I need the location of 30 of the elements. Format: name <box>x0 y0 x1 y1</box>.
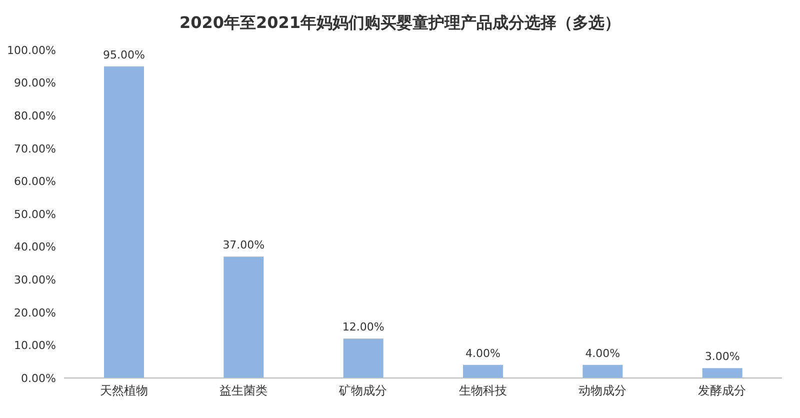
bar <box>343 338 384 378</box>
bar <box>224 256 264 378</box>
x-tick-label: 天然植物 <box>100 384 148 398</box>
y-tick-label: 80.00% <box>14 110 56 123</box>
chart-title: 2020年至2021年妈妈们购买婴童护理产品成分选择（多选） <box>178 12 622 34</box>
data-label: 4.00% <box>466 346 500 360</box>
y-tick-label: 30.00% <box>14 274 56 287</box>
data-label: 4.00% <box>585 346 620 360</box>
y-tick-label: 70.00% <box>14 142 56 156</box>
bar <box>104 66 144 378</box>
x-tick-label: 生物科技 <box>458 384 507 398</box>
bar <box>582 364 623 378</box>
data-label: 95.00% <box>103 48 145 62</box>
y-tick-label: 10.00% <box>14 339 56 352</box>
x-tick-label: 矿物成分 <box>338 384 388 398</box>
y-tick-label: 60.00% <box>14 175 56 188</box>
y-tick-label: 100.00% <box>7 44 56 57</box>
y-tick-label: 20.00% <box>14 306 56 320</box>
y-tick-label: 90.00% <box>14 76 56 90</box>
x-tick-label: 益生菌类 <box>220 384 268 398</box>
bar <box>702 368 742 378</box>
bar <box>463 364 503 378</box>
x-tick-label: 发酵成分 <box>698 384 746 398</box>
x-tick-label: 动物成分 <box>578 384 626 398</box>
y-tick-label: 50.00% <box>14 208 56 221</box>
data-label: 12.00% <box>342 320 384 334</box>
data-label: 37.00% <box>222 238 265 252</box>
y-tick-label: 0.00% <box>21 372 56 385</box>
y-tick-label: 40.00% <box>14 240 56 254</box>
data-label: 3.00% <box>704 350 740 364</box>
